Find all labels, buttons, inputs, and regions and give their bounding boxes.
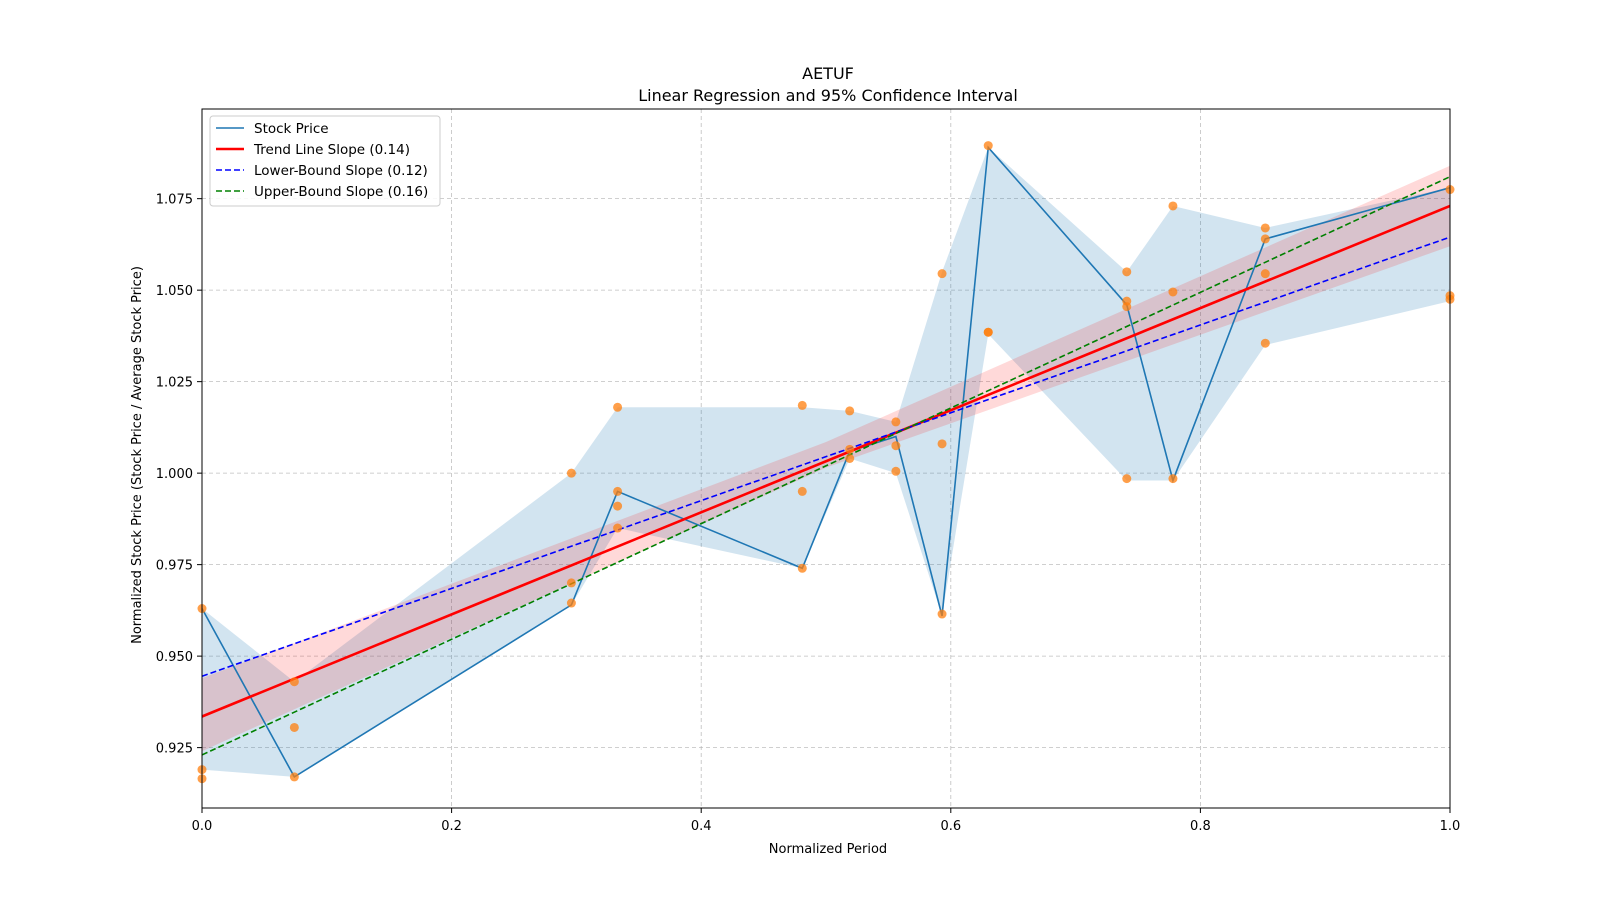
y-tick-label: 0.950	[156, 650, 193, 665]
legend-label: Trend Line Slope (0.14)	[253, 142, 410, 158]
observation-point	[891, 441, 901, 451]
observation-point	[289, 722, 299, 732]
legend-box	[209, 115, 441, 207]
y-tick-label: 1.075	[156, 193, 193, 208]
trend-line	[201, 204, 1451, 718]
y-tick-label: 0.925	[156, 742, 193, 757]
observation-point	[797, 400, 807, 410]
observation-point	[566, 468, 576, 478]
x-axis-label: Normalized Period	[769, 842, 887, 857]
observation-point	[797, 486, 807, 496]
observation-point	[1260, 223, 1270, 233]
observation-point	[845, 406, 855, 416]
observation-point	[937, 439, 947, 449]
observation-point	[613, 486, 623, 496]
observation-point	[845, 444, 855, 454]
chart-subtitle: Linear Regression and 95% Confidence Int…	[638, 86, 1018, 105]
observation-point	[566, 578, 576, 588]
y-tick-label: 1.050	[156, 284, 193, 299]
observation-point	[613, 501, 623, 511]
observation-point	[797, 563, 807, 573]
observation-point	[1168, 474, 1178, 484]
y-tick-label: 0.975	[156, 559, 193, 574]
observation-point	[1260, 234, 1270, 244]
observation-point	[983, 327, 993, 337]
observation-point	[891, 417, 901, 427]
point-layer	[197, 141, 1455, 784]
observation-point	[983, 141, 993, 151]
x-axis-ticks: 0.0 0.2 0.4 0.6 0.8 1.0	[192, 808, 1461, 834]
chart-title: AETUF	[802, 64, 854, 83]
observation-point	[1168, 201, 1178, 211]
observation-point	[937, 269, 947, 279]
observation-point	[289, 772, 299, 782]
x-tick-label: 0.0	[192, 819, 213, 834]
plot-frame	[201, 108, 1451, 809]
y-tick-label: 1.000	[156, 467, 193, 482]
observation-point	[1260, 338, 1270, 348]
legend-label: Upper-Bound Slope (0.16)	[254, 184, 428, 200]
observation-point	[1122, 474, 1132, 484]
legend: Stock Price Trend Line Slope (0.14) Lower-…	[209, 115, 441, 207]
x-tick-label: 1.0	[1440, 819, 1461, 834]
upper-bound-line	[201, 175, 1451, 756]
observation-point	[937, 609, 947, 619]
x-tick-label: 0.6	[940, 819, 961, 834]
lower-bound-line	[201, 236, 1451, 678]
observation-point	[1122, 267, 1132, 277]
legend-items: Stock Price Trend Line Slope (0.14) Lower-…	[216, 121, 428, 200]
observation-point	[566, 598, 576, 608]
observation-point	[1260, 269, 1270, 279]
y-axis-label: Normalized Stock Price (Stock Price / Av…	[130, 266, 145, 644]
observation-point	[845, 454, 855, 463]
observation-point	[1122, 302, 1132, 312]
x-tick-label: 0.2	[441, 819, 462, 834]
observation-point	[891, 466, 901, 476]
y-tick-label: 1.025	[156, 376, 193, 391]
x-tick-label: 0.8	[1190, 819, 1211, 834]
trend-confidence-band	[202, 165, 1450, 752]
legend-label: Lower-Bound Slope (0.12)	[254, 163, 428, 179]
x-tick-label: 0.4	[691, 819, 712, 834]
observation-point	[613, 402, 623, 412]
observation-point	[1168, 287, 1178, 297]
legend-label: Stock Price	[254, 121, 329, 137]
y-axis-ticks: 0.925 0.950 0.975 1.000 1.025 1.050 1.075	[156, 193, 202, 757]
observation-point	[289, 677, 299, 687]
observation-point	[613, 523, 623, 533]
